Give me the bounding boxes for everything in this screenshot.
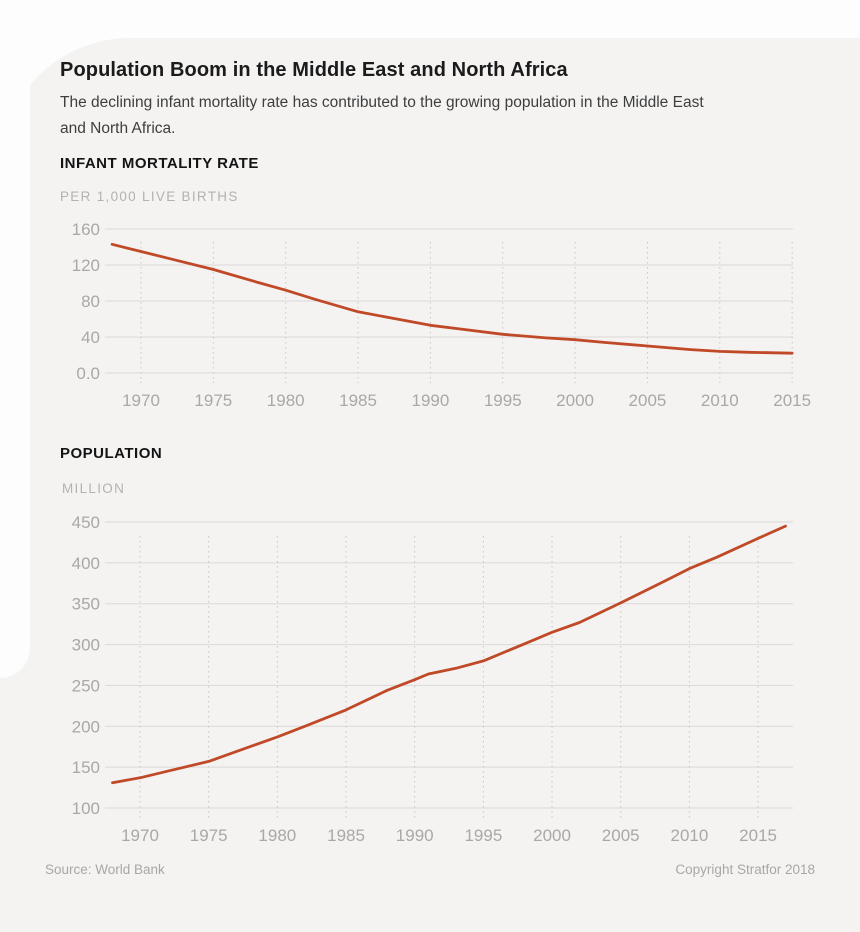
x-axis-tick-label: 1980 bbox=[267, 391, 305, 410]
page-subtitle: The declining infant mortality rate has … bbox=[60, 94, 704, 137]
y-axis-tick-label: 80 bbox=[81, 292, 100, 311]
y-axis-tick-label: 0.0 bbox=[76, 364, 100, 383]
source-credit: Source: World Bank bbox=[45, 862, 165, 877]
x-axis-tick-label: 1990 bbox=[411, 391, 449, 410]
population-chart-title: POPULATION bbox=[60, 445, 163, 462]
page-margin bbox=[0, 38, 30, 678]
y-axis-tick-label: 120 bbox=[72, 256, 100, 275]
y-axis-tick-label: 400 bbox=[72, 554, 100, 573]
infant-mortality-chart-title: INFANT MORTALITY RATE bbox=[60, 155, 259, 172]
x-axis-tick-label: 1970 bbox=[122, 391, 160, 410]
x-axis-tick-label: 1975 bbox=[190, 826, 228, 845]
data-line bbox=[110, 242, 794, 355]
x-axis-tick-label: 1970 bbox=[121, 826, 159, 845]
y-axis-tick-label: 250 bbox=[72, 676, 100, 695]
x-axis-tick-label: 1995 bbox=[464, 826, 502, 845]
x-axis-tick-label: 1980 bbox=[258, 826, 296, 845]
x-axis-tick-label: 2010 bbox=[670, 826, 708, 845]
x-axis-tick-label: 1975 bbox=[194, 391, 232, 410]
x-axis-tick-label: 2015 bbox=[773, 391, 811, 410]
y-axis-tick-label: 450 bbox=[72, 513, 100, 532]
y-axis-tick-label: 200 bbox=[72, 717, 100, 736]
y-axis-tick-label: 100 bbox=[72, 799, 100, 818]
x-axis-tick-label: 2015 bbox=[739, 826, 777, 845]
copyright-notice: Copyright Stratfor 2018 bbox=[675, 862, 815, 877]
infant-mortality-chart: 160 120 80 40 0.0 1970 1975 1980 1985 1990 1995 200… bbox=[72, 220, 811, 410]
x-axis-tick-label: 2000 bbox=[556, 391, 594, 410]
y-axis-tick-label: 150 bbox=[72, 758, 100, 777]
data-line bbox=[111, 524, 787, 785]
x-axis-tick-label: 1985 bbox=[339, 391, 377, 410]
x-axis-tick-label: 2005 bbox=[602, 826, 640, 845]
x-axis-tick-label: 2005 bbox=[629, 391, 667, 410]
y-axis-tick-label: 40 bbox=[81, 328, 100, 347]
x-axis-tick-label: 1990 bbox=[396, 826, 434, 845]
x-axis-tick-label: 1985 bbox=[327, 826, 365, 845]
y-axis-tick-label: 350 bbox=[72, 595, 100, 614]
infant-mortality-unit-label: PER 1,000 LIVE BIRTHS bbox=[60, 189, 239, 204]
x-axis-tick-label: 2010 bbox=[701, 391, 739, 410]
population-unit-label: MILLION bbox=[62, 481, 126, 496]
x-axis-tick-label: 1995 bbox=[484, 391, 522, 410]
chart-card-background bbox=[0, 38, 860, 932]
y-axis-tick-label: 160 bbox=[72, 220, 100, 239]
y-axis-tick-label: 300 bbox=[72, 636, 100, 655]
population-chart: 450 400 350 300 250 200 150 100 1970 1975 1980 1985… bbox=[72, 513, 793, 845]
x-axis-tick-label: 2000 bbox=[533, 826, 571, 845]
page-title: Population Boom in the Middle East and N… bbox=[60, 59, 568, 81]
